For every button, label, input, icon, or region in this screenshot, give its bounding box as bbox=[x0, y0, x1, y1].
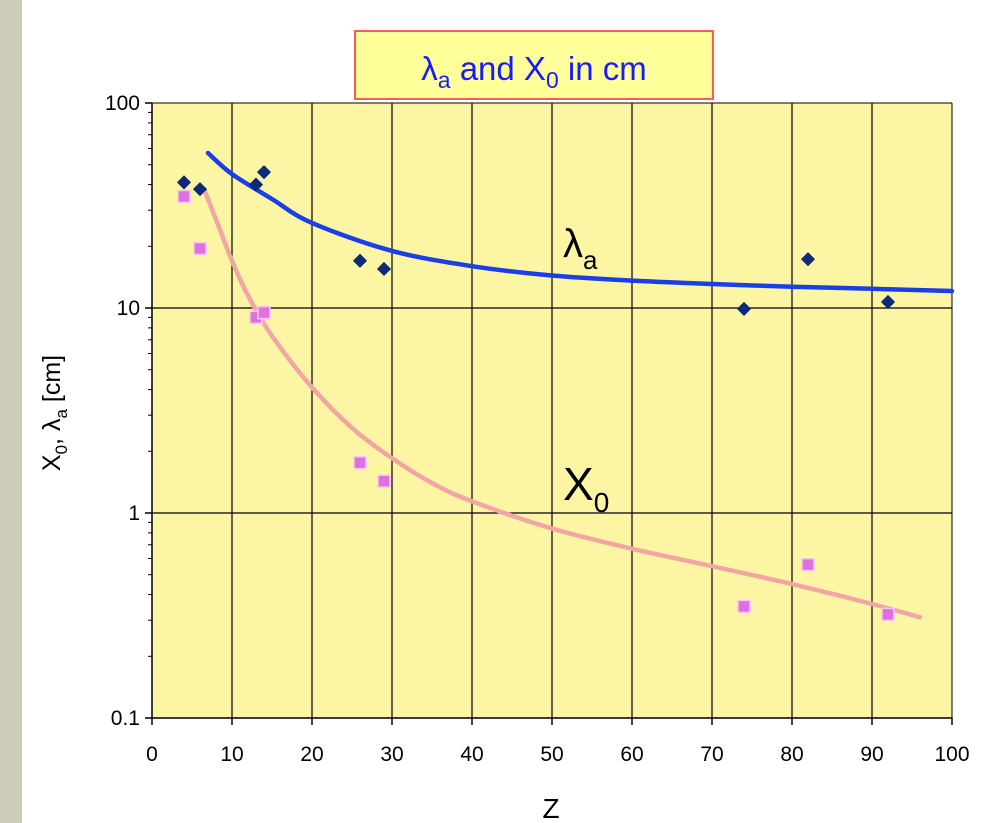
x-tick-label: 80 bbox=[780, 743, 803, 766]
ylabel-sub: 0 bbox=[52, 445, 71, 454]
x-tick-label: 20 bbox=[300, 743, 323, 766]
data-point-x0 bbox=[193, 241, 207, 256]
data-point-lambda bbox=[880, 294, 896, 310]
y-tick-label: 100 bbox=[105, 92, 140, 115]
ylabel-part: X bbox=[38, 454, 66, 471]
x-tick-label: 30 bbox=[380, 743, 403, 766]
ylabel-sub: a bbox=[52, 409, 71, 419]
data-point-lambda bbox=[176, 175, 192, 190]
x-tick-label: 0 bbox=[146, 743, 158, 766]
data-point-x0 bbox=[257, 305, 271, 320]
data-point-lambda bbox=[376, 261, 392, 277]
axes bbox=[145, 102, 953, 725]
data-point-lambda bbox=[192, 182, 208, 197]
data-point-x0 bbox=[881, 607, 895, 622]
x-tick-label: 60 bbox=[620, 743, 643, 766]
x-tick-labels: 0 10 20 30 40 50 60 70 80 90 100 bbox=[146, 743, 969, 766]
label-base: X bbox=[563, 458, 594, 510]
ylabel-part: , λ bbox=[38, 418, 66, 445]
chart-title: λa and X0 in cm bbox=[421, 50, 647, 93]
data-points bbox=[176, 165, 896, 622]
x-tick-label: 70 bbox=[700, 743, 723, 766]
data-point-x0 bbox=[377, 474, 391, 488]
series-label-lambda: λa bbox=[563, 222, 598, 275]
y-tick-labels: 0.1 1 10 100 bbox=[105, 92, 140, 730]
label-sub: a bbox=[583, 245, 598, 275]
title-sub: 0 bbox=[546, 67, 559, 93]
data-point-x0 bbox=[177, 189, 191, 204]
y-tick-label: 10 bbox=[117, 297, 140, 320]
title-sub: a bbox=[438, 67, 451, 93]
x-axis-label: Z bbox=[542, 793, 559, 823]
data-point-lambda bbox=[256, 165, 272, 180]
data-point-lambda bbox=[736, 301, 752, 316]
x-tick-label: 40 bbox=[460, 743, 483, 766]
x-tick-label: 50 bbox=[540, 743, 563, 766]
ylabel-part: [cm] bbox=[38, 355, 66, 409]
data-point-lambda bbox=[352, 253, 368, 268]
y-axis-label: X0, λa [cm] bbox=[38, 355, 71, 471]
data-point-x0 bbox=[737, 599, 751, 614]
y-tick-label: 1 bbox=[128, 502, 140, 525]
fit-curve-x0 bbox=[201, 186, 923, 620]
y-tick-label: 0.1 bbox=[111, 707, 140, 730]
fit-curve-lambda bbox=[205, 150, 955, 294]
title-box bbox=[354, 30, 714, 100]
series-label-x0: X0 bbox=[563, 458, 609, 518]
x-tick-label: 10 bbox=[220, 743, 243, 766]
label-base: λ bbox=[563, 222, 583, 266]
data-point-x0 bbox=[801, 557, 815, 572]
fit-curves bbox=[201, 150, 955, 620]
chart-panel: 0 10 20 30 40 50 60 70 80 90 100 0.1 1 10 100 λa and … bbox=[22, 0, 1008, 823]
title-part: and X bbox=[451, 50, 546, 87]
grid bbox=[152, 103, 952, 718]
title-part: in cm bbox=[559, 50, 647, 87]
title-part: λ bbox=[421, 50, 438, 87]
data-point-x0 bbox=[353, 455, 367, 470]
x-tick-label: 100 bbox=[934, 743, 969, 766]
label-sub: 0 bbox=[594, 487, 610, 518]
data-point-lambda bbox=[800, 252, 816, 267]
data-point-lambda bbox=[248, 177, 264, 192]
x-tick-label: 90 bbox=[860, 743, 883, 766]
